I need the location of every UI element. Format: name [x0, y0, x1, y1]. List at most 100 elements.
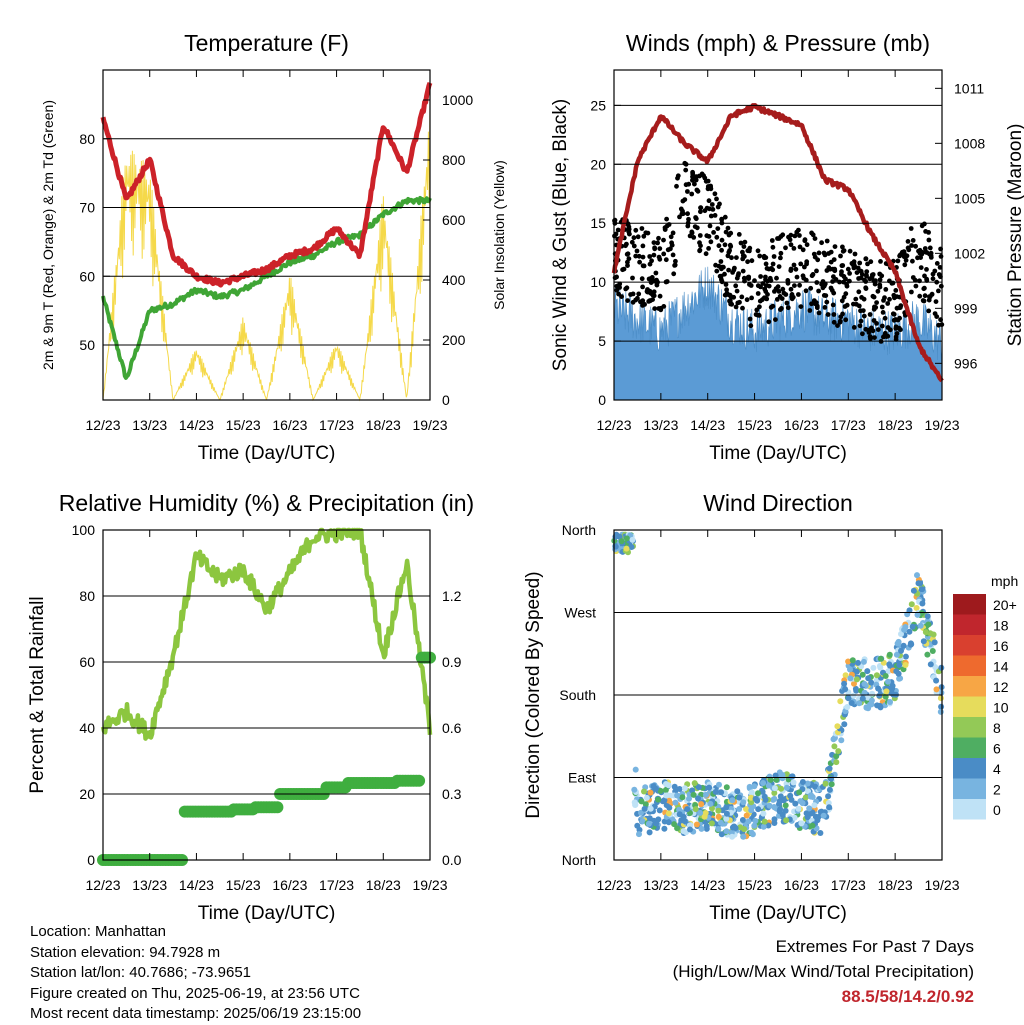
gust-point	[766, 283, 772, 289]
gust-point	[680, 198, 686, 204]
gust-point	[808, 285, 814, 291]
gust-point	[882, 315, 888, 321]
gust-point	[674, 183, 679, 189]
gust-point	[779, 306, 784, 311]
location-text: Location: Manhattan	[30, 923, 166, 940]
gust-point	[701, 173, 706, 179]
winds-ytick-right-label: 996	[954, 355, 978, 371]
wind-direction-point	[893, 651, 900, 658]
legend-swatch	[953, 696, 986, 717]
gust-point	[838, 253, 843, 259]
wind-direction-point	[641, 788, 647, 795]
wind-direction-point	[850, 692, 857, 699]
wind-direction-point	[842, 686, 849, 693]
gust-point	[791, 262, 797, 268]
wind-direction-point	[751, 783, 758, 790]
dewpoint-series	[101, 195, 432, 380]
gust-point	[645, 230, 651, 236]
wind-direction-point	[783, 784, 790, 791]
gust-point	[851, 265, 857, 271]
gust-point	[639, 276, 645, 282]
wind-direction-point	[771, 804, 778, 810]
gust-point	[773, 317, 778, 322]
wind-direction-point	[642, 801, 649, 808]
wind-direction-point	[665, 819, 672, 826]
gust-point	[780, 232, 786, 238]
gust-point	[740, 249, 745, 255]
gust-point	[636, 291, 642, 297]
wind-direction-point	[932, 664, 939, 670]
wind-direction-point	[706, 784, 713, 791]
wind-direction-point	[920, 638, 927, 645]
gust-point	[727, 242, 733, 248]
direction-ytick-label: East	[568, 770, 596, 786]
gust-point	[703, 251, 709, 257]
gust-point	[874, 300, 879, 305]
direction-xtick-label: 19/23	[924, 877, 959, 893]
gust-point	[871, 294, 877, 300]
gust-point	[926, 237, 932, 243]
gust-point	[708, 184, 713, 190]
gust-point	[909, 243, 914, 248]
winds-ytick-right-label: 999	[954, 300, 978, 316]
gust-point	[858, 308, 863, 314]
gust-point	[675, 173, 681, 179]
gust-point	[823, 293, 829, 298]
gust-point	[698, 209, 703, 215]
wind-direction-point	[752, 795, 759, 802]
wind-direction-point	[902, 624, 909, 630]
wind-direction-point	[919, 586, 926, 593]
wind-direction-point	[779, 775, 786, 782]
gust-point	[784, 300, 790, 306]
wind-direction-point	[887, 699, 893, 705]
gust-point	[927, 245, 933, 251]
gust-point	[647, 254, 653, 259]
wind-direction-point	[902, 662, 909, 668]
gust-point	[661, 237, 666, 243]
wind-direction-point	[695, 784, 702, 791]
temperature-ylabel-left: 2m & 9m T (Red, Orange) & 2m Td (Green)	[40, 100, 56, 370]
gust-point	[670, 230, 676, 236]
wind-direction-point	[837, 698, 844, 705]
gust-point	[763, 261, 769, 267]
gust-point	[757, 304, 762, 310]
wind-direction-point	[826, 786, 833, 793]
wind-direction-point	[698, 825, 705, 832]
gust-point	[785, 305, 791, 311]
gust-point	[652, 246, 658, 252]
wind-direction-point	[632, 766, 639, 773]
legend-swatch	[953, 655, 986, 676]
wind-direction-point	[681, 785, 688, 792]
wind-direction-point	[861, 689, 868, 696]
sonic-wind-series	[613, 266, 943, 401]
gust-point	[641, 233, 647, 239]
wind-direction-point	[723, 815, 730, 822]
wind-direction-point	[853, 668, 860, 675]
winds-xtick-label: 13/23	[643, 417, 678, 433]
direction-xtick-label: 16/23	[784, 877, 819, 893]
gust-point	[816, 310, 822, 316]
extremes-subtitle: (High/Low/Max Wind/Total Precipitation)	[672, 962, 974, 981]
rainfall-point	[271, 801, 284, 814]
gust-point	[903, 257, 909, 263]
gust-point	[725, 253, 731, 259]
direction-ytick-label: South	[559, 687, 596, 703]
gust-point	[797, 233, 802, 238]
wind-direction-point	[691, 780, 698, 787]
gust-point	[712, 191, 718, 197]
gust-point	[852, 251, 858, 257]
direction-title: Wind Direction	[703, 490, 853, 516]
gust-point	[922, 246, 928, 251]
gust-point	[857, 323, 863, 329]
gust-point	[740, 305, 745, 311]
gust-point	[776, 264, 782, 269]
gust-point	[929, 292, 935, 297]
wind-direction-point	[748, 829, 755, 836]
gust-point	[745, 259, 750, 265]
wind-direction-point	[623, 545, 630, 552]
gust-point	[872, 335, 877, 340]
gust-point	[706, 198, 712, 204]
gust-point	[917, 293, 923, 299]
temperature-ytick-right-label: 200	[442, 332, 466, 348]
gust-point	[770, 303, 776, 309]
